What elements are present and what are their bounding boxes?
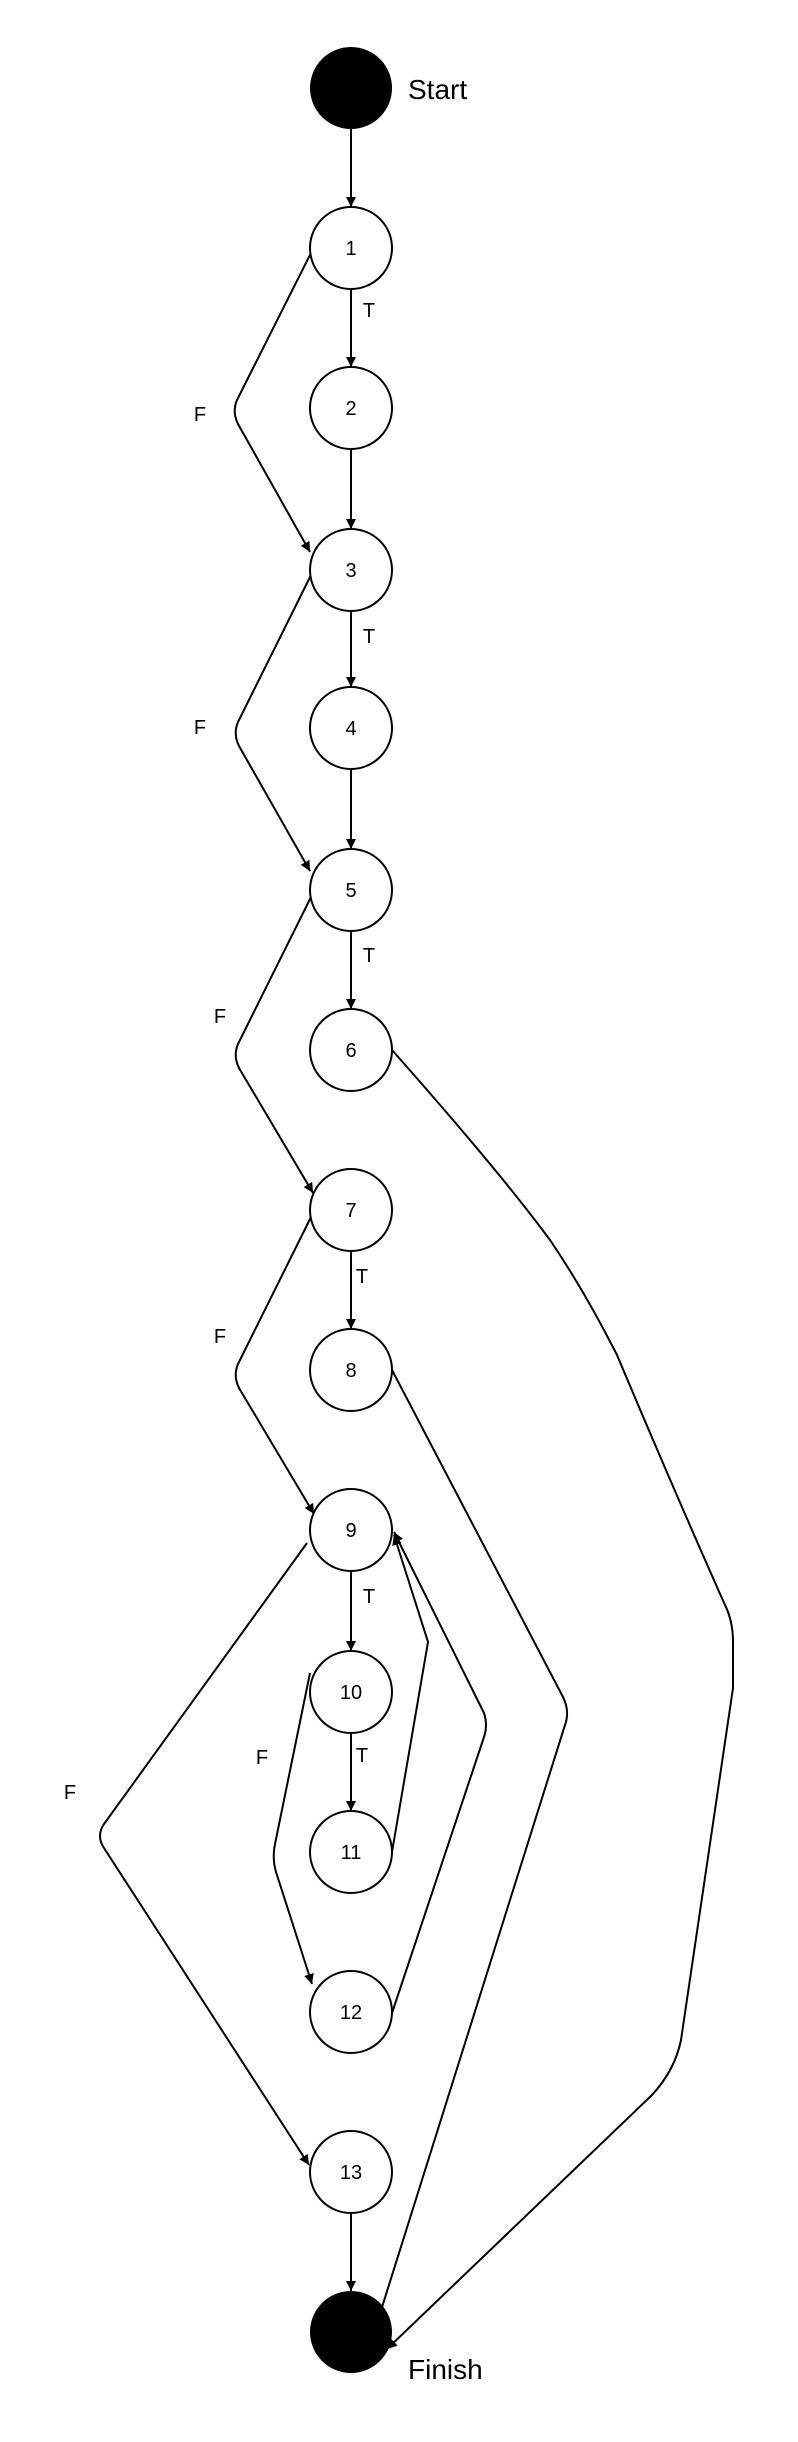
node-6 [309,1008,393,1092]
node-4-label: 4 [345,718,356,740]
edge-11-9 [391,1534,430,1853]
node-1-label: 1 [345,238,356,260]
node-2-label: 2 [345,398,356,420]
node-7 [309,1168,393,1252]
node-11 [309,1810,393,1894]
edge-label-1-3: F [194,404,206,426]
edge-6-finish [386,1049,734,2350]
node-13 [309,2130,393,2214]
node-3-label: 3 [345,560,356,582]
edge-label-9-10: T [363,1586,375,1608]
edge-1-3 [233,244,316,553]
finish-node [310,2291,392,2373]
edge-9-13 [99,1542,310,2166]
edge-label-5-7: F [214,1006,226,1028]
node-8 [309,1328,393,1412]
node-8-label: 8 [345,1360,356,1382]
edge-label-5-6: T [363,945,375,967]
node-3 [309,528,393,612]
edge-label-9-13: F [64,1782,76,1804]
start-label: Start [408,74,467,105]
node-12-label: 12 [340,2002,362,2024]
edge-label-10-11: T [356,1745,368,1767]
node-13-label: 13 [340,2162,362,2184]
node-7-label: 7 [345,1200,356,1222]
node-5-label: 5 [345,880,356,902]
finish-label: Finish [408,2354,483,2385]
edge-10-12 [272,1672,314,1985]
edge-label-3-4: T [363,626,375,648]
edge-7-9 [234,1208,316,1515]
node-1 [309,206,393,290]
edge-label-10-12: F [256,1747,268,1769]
edge-label-7-9: F [214,1326,226,1348]
edge-5-7 [234,888,316,1194]
node-2 [309,366,393,450]
node-4 [309,686,393,770]
edge-label-1-2: T [363,300,375,322]
node-11-label: 11 [341,1842,362,1864]
edge-label-3-5: F [194,717,206,739]
node-9-label: 9 [345,1520,356,1542]
node-6-label: 6 [345,1040,356,1062]
node-10-label: 10 [340,1682,362,1704]
node-9 [309,1488,393,1572]
start-node [310,47,392,129]
edge-label-7-8: T [356,1266,368,1288]
edge-3-5 [234,566,316,872]
node-10 [309,1650,393,1734]
node-5 [309,848,393,932]
edge-8-finish [370,1369,569,2340]
node-12 [309,1970,393,2054]
edge-12-9 [391,1531,487,2014]
